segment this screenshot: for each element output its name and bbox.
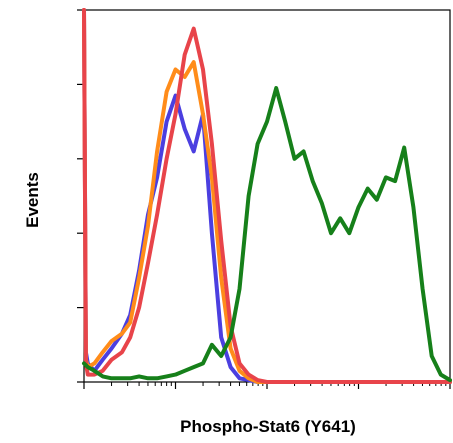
plot-frame (84, 10, 450, 382)
y-axis-title: Events (23, 172, 42, 228)
histogram-line-1 (84, 10, 450, 382)
histogram-line-2 (84, 10, 450, 382)
histogram-line-3 (84, 10, 450, 382)
histogram-series (84, 10, 450, 382)
histogram-line-4 (84, 88, 450, 380)
x-axis-title: Phospho-Stat6 (Y641) (180, 417, 356, 436)
